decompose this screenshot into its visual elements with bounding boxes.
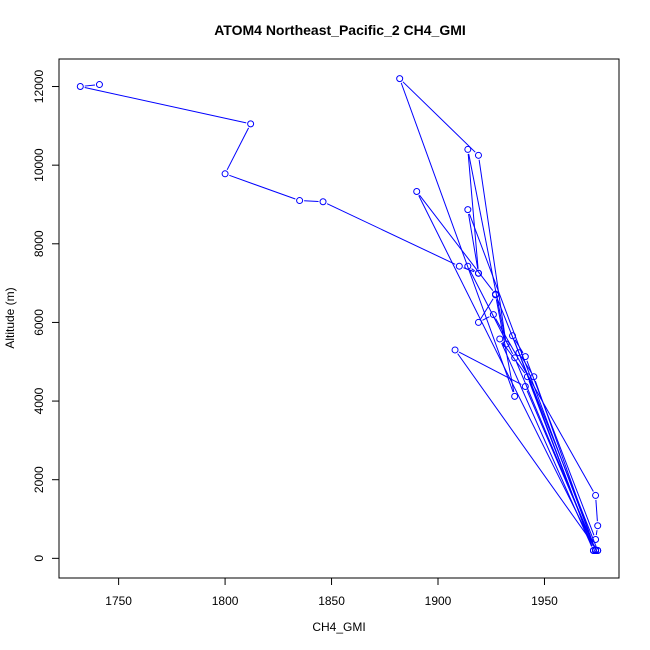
series-segment <box>515 361 595 547</box>
y-tick-label: 0 <box>32 555 46 562</box>
data-point <box>511 354 519 362</box>
x-tick-label: 1950 <box>531 594 558 608</box>
series-segment <box>467 153 479 269</box>
data-point <box>515 349 523 357</box>
chart-title: ATOM4 Northeast_Pacific_2 CH4_GMI <box>214 22 466 38</box>
data-point <box>474 269 482 277</box>
series-segment <box>400 82 514 393</box>
series-segment <box>326 203 456 265</box>
series-segment <box>495 318 594 492</box>
series-segment <box>595 499 598 522</box>
data-point <box>396 75 404 83</box>
x-axis-label: CH4_GMI <box>312 620 365 634</box>
series-segment <box>480 298 494 319</box>
data-point <box>502 340 510 348</box>
series-segment <box>457 353 596 548</box>
y-tick-label: 12000 <box>32 70 46 104</box>
y-axis: 0 2000 4000 6000 8000 10000 12000 <box>32 70 59 562</box>
y-tick-label: 8000 <box>32 230 46 257</box>
data-point <box>451 346 459 354</box>
data-point <box>496 335 504 343</box>
series-segment <box>534 380 595 547</box>
data-point <box>521 353 529 361</box>
data-point <box>455 262 463 270</box>
series-segment <box>84 86 247 124</box>
data-point <box>492 290 500 298</box>
y-tick-label: 6000 <box>32 309 46 336</box>
series-segment <box>502 342 526 374</box>
data-point <box>521 383 529 391</box>
data-point <box>474 151 482 159</box>
data-point <box>247 120 255 128</box>
data-point <box>95 81 103 89</box>
y-tick-label: 10000 <box>32 148 46 182</box>
data-point <box>464 145 472 153</box>
data-point <box>592 491 600 499</box>
series-segment <box>229 174 296 200</box>
data-point <box>511 392 519 400</box>
series-layer <box>76 75 602 554</box>
x-tick-label: 1800 <box>212 594 239 608</box>
series-segment <box>458 351 522 385</box>
series-segment <box>84 84 96 87</box>
data-point <box>530 373 538 381</box>
data-point <box>489 311 497 319</box>
series-segment <box>496 298 597 547</box>
series-segment <box>226 127 250 171</box>
y-tick-label: 2000 <box>32 466 46 493</box>
x-tick-label: 1850 <box>318 594 345 608</box>
x-axis: 1750 1800 1850 1900 1950 <box>105 578 558 608</box>
data-point <box>464 206 472 214</box>
series-segment <box>304 200 319 202</box>
data-point <box>319 198 327 206</box>
y-axis-label: Altitude (m) <box>3 287 17 348</box>
data-point <box>592 546 600 554</box>
series-segment <box>468 153 506 340</box>
data-point <box>221 170 229 178</box>
data-point <box>464 262 472 270</box>
plot-frame <box>58 58 620 579</box>
data-point <box>296 197 304 205</box>
series-segment <box>478 159 506 340</box>
x-tick-label: 1750 <box>105 594 132 608</box>
data-point <box>509 332 517 340</box>
series-segment <box>419 194 494 291</box>
series-segment <box>418 195 595 547</box>
x-tick-label: 1900 <box>425 594 452 608</box>
series-segment <box>471 268 475 272</box>
data-point <box>76 83 84 91</box>
data-point <box>594 522 602 530</box>
series-segment <box>468 213 479 269</box>
data-point <box>592 535 600 543</box>
data-point <box>474 318 482 326</box>
series-segment <box>402 81 476 153</box>
series-segment <box>595 530 598 536</box>
series-segment <box>482 316 490 321</box>
series-segment <box>468 213 595 547</box>
data-point <box>413 188 421 196</box>
y-tick-label: 4000 <box>32 387 46 414</box>
